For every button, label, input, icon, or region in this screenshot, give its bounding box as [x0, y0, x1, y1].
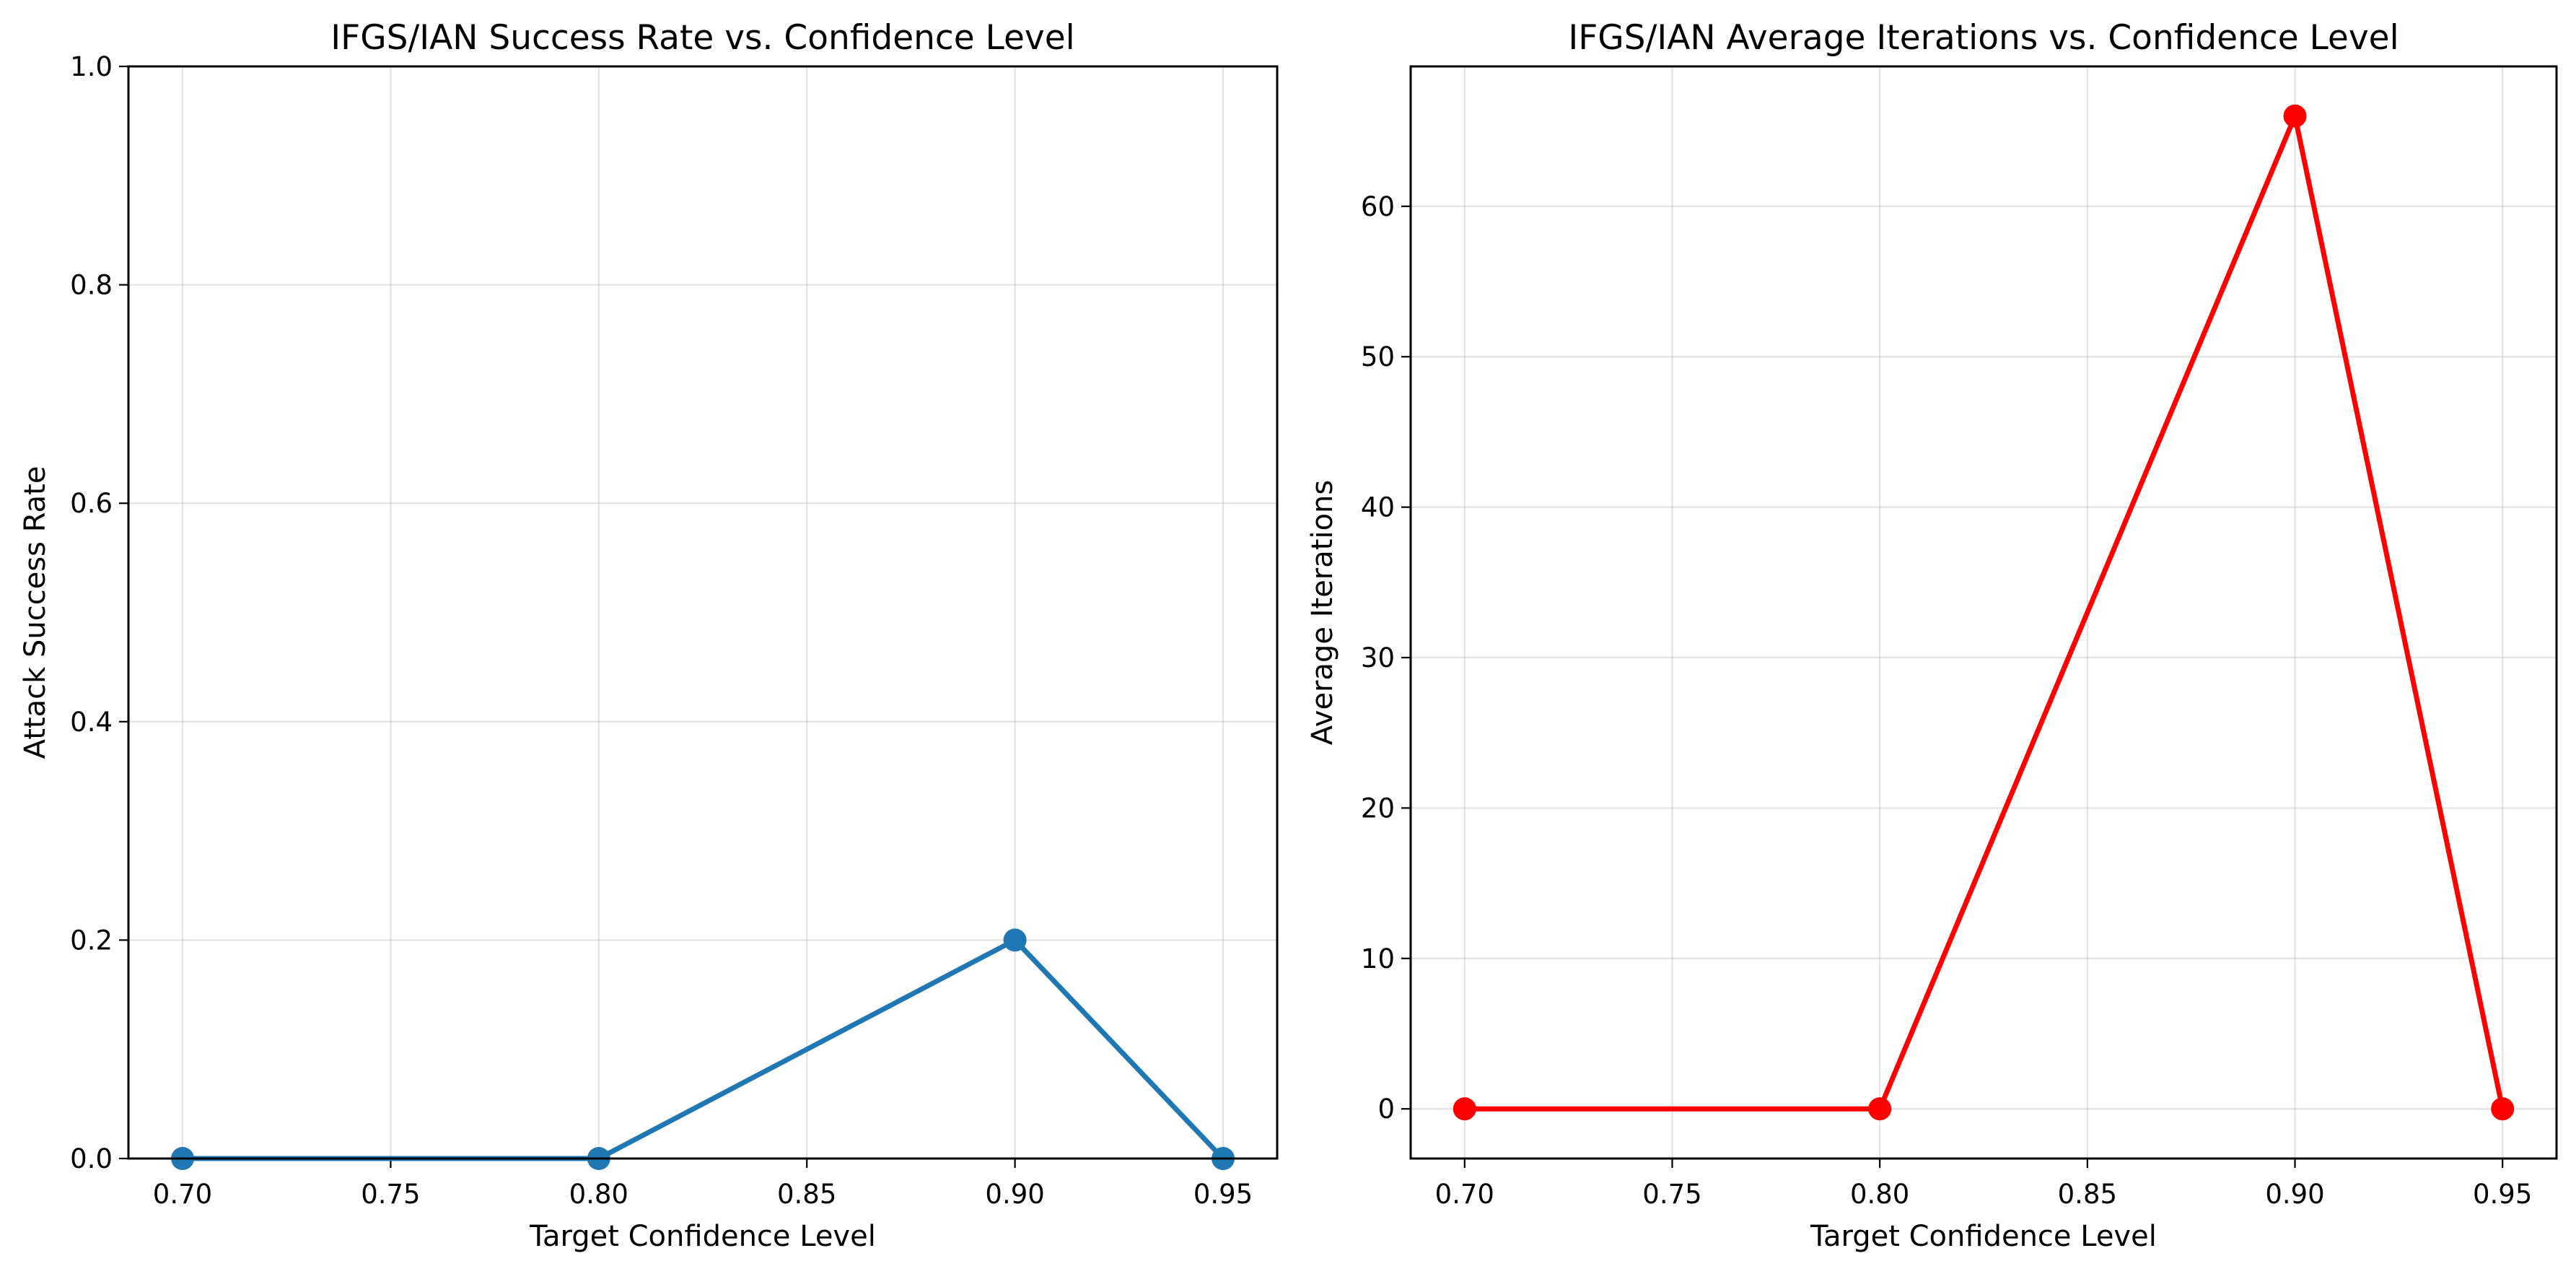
x-axis-label-average-iterations: Target Confidence Level	[1810, 1220, 2157, 1253]
chart-average-iterations: 0.70 0.75 0.80 0.85 0.90 0.95 0 10 20 30 40 50 60 IF…	[1306, 18, 2558, 1253]
data-point	[2283, 104, 2307, 128]
chart-title-success-rate: IFGS/IAN Success Rate vs. Confidence Lev…	[330, 18, 1074, 58]
x-tick-label: 0.70	[1435, 1179, 1494, 1210]
chart-success-rate: 0.70 0.75 0.80 0.85 0.90 0.95 0.0 0.2 0.4 0.6 0.8 1…	[19, 18, 1279, 1253]
x-axis-label-success-rate: Target Confidence Level	[529, 1220, 876, 1253]
x-tick-label: 0.85	[2058, 1179, 2117, 1210]
data-point	[1868, 1097, 1892, 1121]
y-tick-label: 0.2	[70, 925, 113, 956]
x-tick-label: 0.70	[153, 1179, 212, 1210]
y-tick-label: 40	[1361, 492, 1395, 523]
y-tick-label: 0.8	[70, 270, 113, 301]
y-tick-label: 60	[1361, 191, 1395, 222]
y-tick-label: 0.6	[70, 488, 113, 519]
x-tick-label: 0.75	[1642, 1179, 1701, 1210]
plot-frame-success-rate	[127, 65, 1279, 1160]
y-tick-label: 10	[1361, 943, 1395, 974]
x-tick-label: 0.95	[1193, 1179, 1253, 1210]
y-tick-label: 30	[1361, 642, 1395, 673]
x-tick-label: 0.90	[985, 1179, 1044, 1210]
x-tick-label: 0.80	[1850, 1179, 1909, 1210]
series-line	[1464, 113, 2505, 1112]
ticks-average-iterations: 0.70 0.75 0.80 0.85 0.90 0.95 0 10 20 30 40 50 60	[1361, 191, 2532, 1210]
y-tick-label: 1.0	[70, 51, 113, 82]
grid-success-rate	[128, 65, 1277, 1160]
data-point	[1003, 928, 1027, 952]
series-success-rate	[170, 928, 1235, 1170]
x-tick-label: 0.85	[777, 1179, 836, 1210]
x-tick-label: 0.80	[569, 1179, 628, 1210]
y-tick-label: 50	[1361, 341, 1395, 372]
y-axis-label-average-iterations: Average Iterations	[1306, 480, 1339, 745]
data-point	[1453, 1097, 1476, 1121]
series-average-iterations	[1453, 104, 2515, 1121]
x-tick-label: 0.90	[2265, 1179, 2324, 1210]
plot-frame-average-iterations	[1409, 65, 2558, 1160]
y-axis-label-success-rate: Attack Success Rate	[19, 466, 52, 759]
chart-title-average-iterations: IFGS/IAN Average Iterations vs. Confiden…	[1568, 18, 2398, 58]
y-tick-label: 0.0	[70, 1143, 113, 1174]
x-tick-label: 0.75	[361, 1179, 420, 1210]
grid-average-iterations	[1411, 66, 2557, 1159]
y-tick-label: 0	[1377, 1094, 1395, 1125]
data-point	[2491, 1097, 2515, 1121]
y-tick-label: 20	[1361, 793, 1395, 824]
series-line	[182, 937, 1225, 1161]
y-tick-label: 0.4	[70, 707, 113, 738]
ticks-success-rate: 0.70 0.75 0.80 0.85 0.90 0.95 0.0 0.2 0.4 0.6 0.8 1…	[70, 51, 1253, 1210]
x-tick-label: 0.95	[2473, 1179, 2532, 1210]
